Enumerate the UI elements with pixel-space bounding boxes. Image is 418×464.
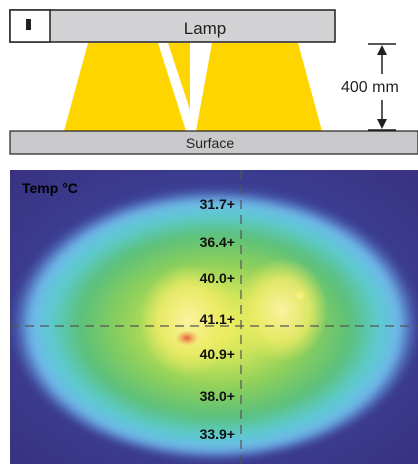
thermal-image: Temp °C 31.7+ 36.4+ 40.0+ 41.1+ 40.9+ 38…	[10, 170, 418, 464]
temperature-title: Temp °C	[22, 180, 78, 196]
temperature-reading: 31.7+	[199, 196, 235, 212]
distance-label: 400 mm	[341, 79, 399, 96]
hot-zone-right	[236, 258, 328, 362]
hot-spot-small	[291, 289, 307, 303]
temperature-reading: 41.1+	[199, 311, 235, 327]
light-beam-left	[64, 43, 190, 131]
hot-zone-left	[140, 264, 236, 376]
lamp-setup-diagram: Lamp Surface 400 mm	[0, 0, 418, 160]
lamp-label: Lamp	[183, 19, 227, 38]
temperature-reading: 40.9+	[199, 346, 235, 362]
distance-arrow-down-head	[377, 119, 387, 129]
thermal-heatmap	[10, 170, 418, 464]
power-switch-icon	[26, 19, 31, 30]
temperature-reading: 38.0+	[199, 388, 235, 404]
surface-label: Surface	[185, 135, 235, 151]
distance-arrow-up-head	[377, 45, 387, 55]
diagram-graphics	[9, 9, 418, 155]
lamp-body	[9, 9, 336, 43]
hot-spot	[175, 330, 199, 346]
temperature-reading: 36.4+	[199, 234, 235, 250]
surface-plate	[9, 130, 418, 155]
temperature-reading: 33.9+	[199, 426, 235, 442]
light-beam-right	[196, 43, 322, 131]
temperature-reading: 40.0+	[199, 270, 235, 286]
